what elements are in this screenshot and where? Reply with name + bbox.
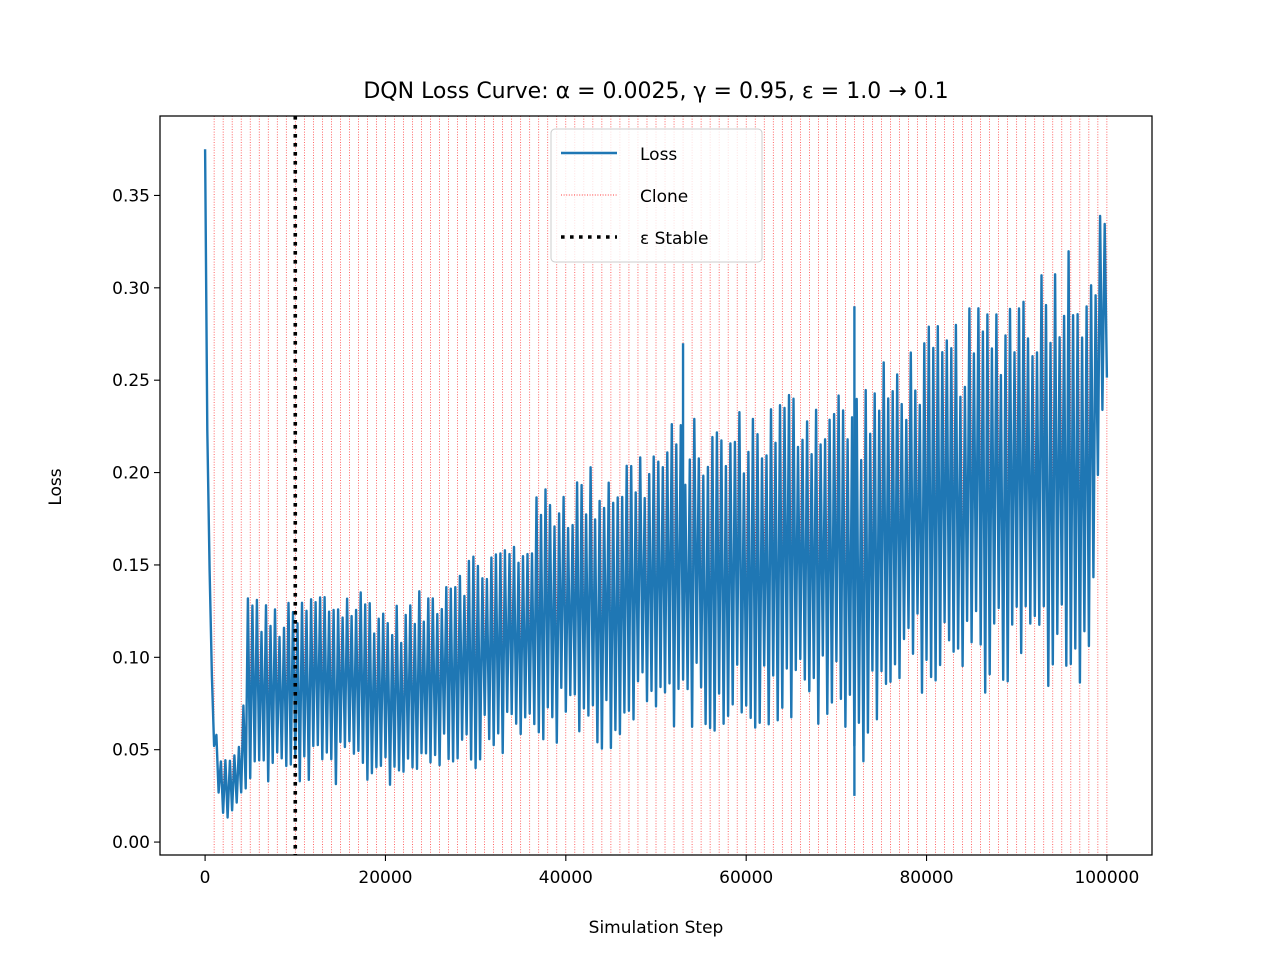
legend: Loss Clone ε Stable — [550, 128, 763, 263]
legend-label: ε Stable — [640, 229, 708, 249]
x-axis: 0 20000 40000 60000 80000 100000 — [200, 855, 1139, 888]
loss-series — [203, 149, 1109, 819]
y-tick-label: 0.25 — [112, 371, 150, 391]
y-tick-label: 0.30 — [112, 279, 150, 299]
y-tick-label: 0.35 — [112, 186, 150, 206]
x-tick-label: 80000 — [899, 868, 953, 888]
legend-label: Clone — [640, 187, 688, 207]
y-tick-label: 0.20 — [112, 464, 150, 484]
x-tick-label: 0 — [200, 868, 211, 888]
x-tick-label: 100000 — [1074, 868, 1139, 888]
y-tick-label: 0.10 — [112, 648, 150, 668]
x-tick-label: 40000 — [539, 868, 593, 888]
x-tick-label: 60000 — [719, 868, 773, 888]
y-axis-label: Loss — [46, 468, 66, 505]
y-tick-label: 0.05 — [112, 741, 150, 761]
x-axis-label: Simulation Step — [589, 918, 724, 938]
y-axis: 0.00 0.05 0.10 0.15 0.20 0.25 0.30 0.35 — [112, 186, 160, 853]
x-tick-label: 20000 — [358, 868, 412, 888]
y-tick-label: 0.00 — [112, 833, 150, 853]
chart-title: DQN Loss Curve: α = 0.0025, γ = 0.95, ε … — [363, 79, 948, 104]
loss-line — [203, 149, 1109, 819]
legend-label: Loss — [640, 145, 677, 165]
y-tick-label: 0.15 — [112, 556, 150, 576]
plot-frame — [159, 115, 1153, 856]
legend-box — [550, 128, 763, 263]
